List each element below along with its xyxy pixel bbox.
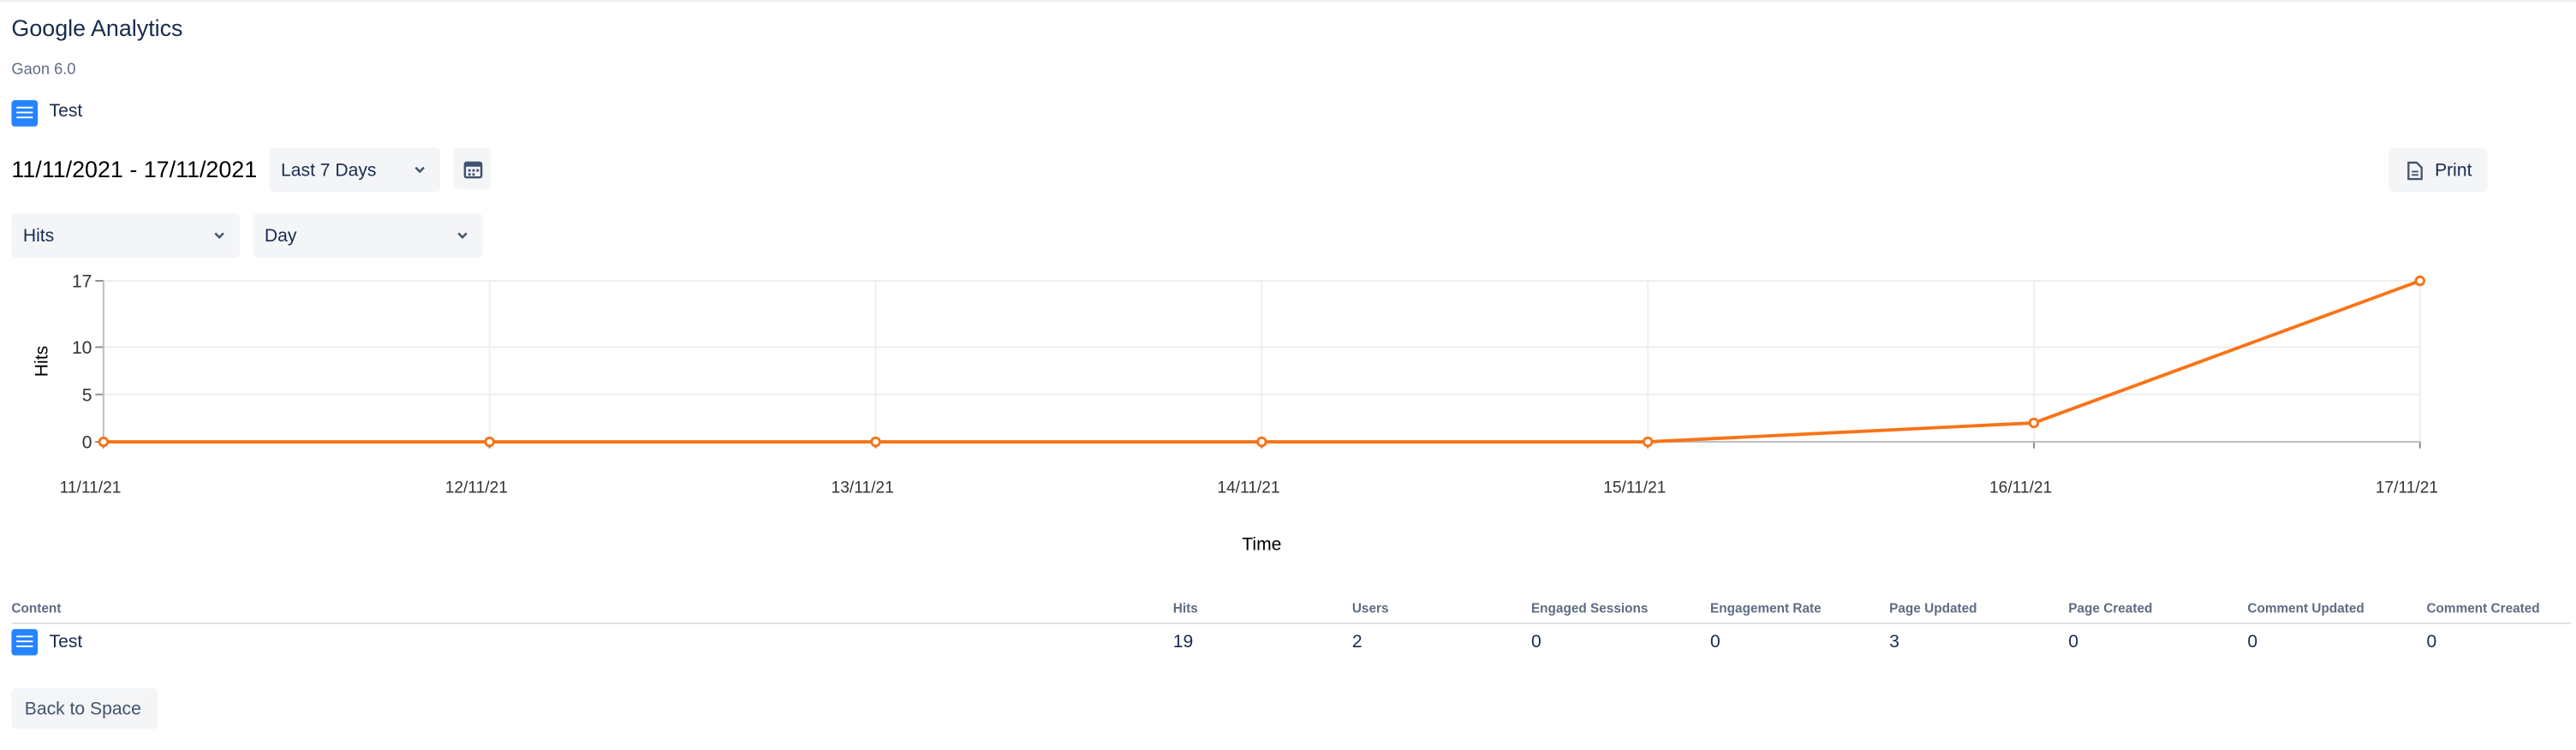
granularity-select[interactable]: Day [253,213,484,259]
point [2414,275,2426,287]
print-label: Print [2435,160,2472,181]
period-label: Last 7 Days [281,160,377,181]
point [870,436,881,448]
column-header: Page Created [2068,601,2153,616]
chevron [214,231,224,239]
y-axis-title: Hits [33,346,52,377]
point [2028,417,2040,429]
column-header: Users [1351,601,1389,616]
column-header: Hits [1172,601,1198,616]
page-name[interactable]: Test [49,101,83,122]
cell: 0 [2247,632,2258,652]
y-tick-label: 10 [72,338,92,358]
x-tick-label: 14/11/21 [1217,479,1279,497]
point [98,436,110,448]
table-divider [11,622,2572,624]
subtitle: Gaon 6.0 [11,60,76,80]
cell: 3 [1889,632,1899,652]
column-header: Comment Updated [2247,601,2364,616]
metric-select[interactable]: Hits [11,213,241,259]
title: Google Analytics [11,15,183,41]
date-range: 11/11/2021 - 17/11/2021 [11,156,258,182]
column-header: Page Updated [1889,601,1977,616]
period-select[interactable]: Last 7 Days [269,147,441,193]
x-tick-label: 17/11/21 [2376,479,2438,497]
cell: 0 [2068,632,2079,652]
x-tick-label: 13/11/21 [832,479,894,497]
cell: 0 [1710,632,1720,652]
x-tick-label: 15/11/21 [1603,479,1666,497]
calendar-button[interactable] [453,147,492,189]
cell: 2 [1351,632,1363,652]
row-icon [11,628,39,656]
y-tick-label: 17 [72,272,92,292]
y-tick-label: 5 [82,385,92,405]
x-tick-label: 11/11/21 [60,479,122,497]
y-tick-label: 0 [82,433,92,453]
point [484,436,495,448]
column-header: Content [11,601,62,616]
cell[interactable]: Test [49,632,83,652]
point [1256,436,1267,448]
top-border [0,0,2576,2]
print-button[interactable]: Print [2388,147,2488,193]
calendar-icon [462,160,482,178]
chart: 0 5 10 17 11/11/21 12/11/21 13/11/21 14/11/21 15… [33,272,2438,555]
column-header: Comment Created [2426,601,2540,616]
x-axis-title: Time [1242,535,1281,555]
x-tick-label: 16/11/21 [1989,479,2052,497]
column-header: Engagement Rate [1710,601,1822,616]
back-button[interactable]: Back to Space [11,688,158,729]
granularity-label: Day [264,225,297,246]
print-icon [2407,160,2423,180]
cell: 0 [2426,632,2437,652]
back-label: Back to Space [24,699,141,719]
cell: 19 [1172,632,1194,652]
point [1642,436,1654,448]
column-header: Engaged Sessions [1530,601,1649,616]
x-tick-label: 12/11/21 [445,479,508,497]
chevron [414,165,425,173]
cell: 0 [1530,632,1541,652]
chevron [457,231,468,239]
metric-label: Hits [22,225,55,246]
page-icon [11,100,39,127]
